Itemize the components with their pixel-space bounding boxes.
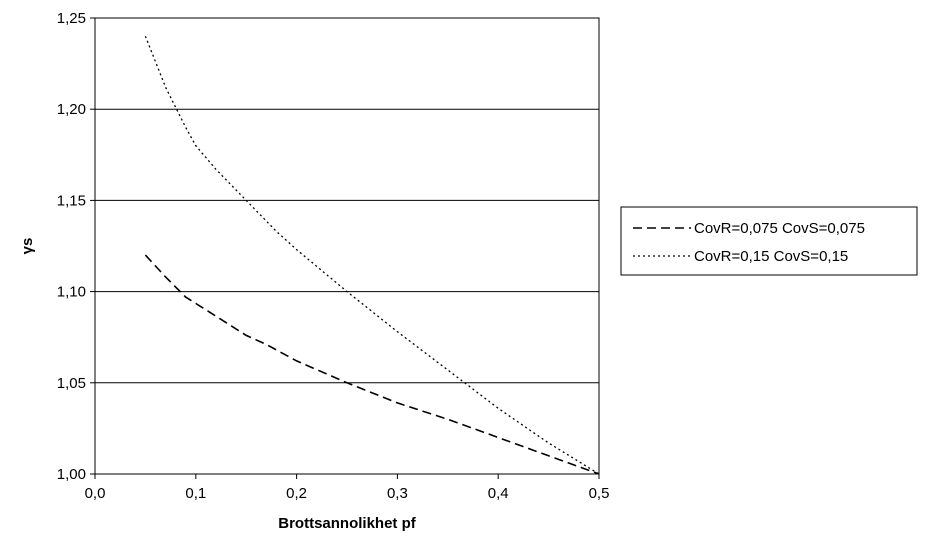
grid-lines [95, 108, 599, 384]
legend: CovR=0,075 CovS=0,075 CovR=0,15 CovS=0,1… [620, 206, 918, 276]
x-tick-label: 0,0 [85, 485, 106, 502]
y-axis-ticks: 1,00 1,05 1,10 1,15 1,20 1,25 [57, 10, 95, 483]
legend-box [620, 206, 918, 276]
y-tick-label: 1,10 [57, 284, 86, 301]
plot-frame [94, 17, 600, 475]
y-tick-label: 1,25 [57, 10, 86, 27]
legend-label-series-1: CovR=0,075 CovS=0,075 [694, 220, 865, 237]
x-tick-label: 0,3 [387, 485, 408, 502]
x-axis-title: Brottsannolikhet pf [278, 515, 417, 532]
x-tick-label: 0,2 [286, 485, 307, 502]
plot-area [94, 17, 600, 475]
y-tick-label: 1,05 [57, 375, 86, 392]
x-tick-label: 0,4 [488, 485, 509, 502]
y-axis-title: γs [19, 238, 36, 255]
series-group [144, 35, 600, 475]
series-line-2 [144, 35, 600, 475]
y-tick-label: 1,00 [57, 466, 86, 483]
legend-label-series-2: CovR=0,15 CovS=0,15 [694, 248, 848, 265]
y-tick-label: 1,20 [57, 101, 86, 118]
x-tick-label: 0,1 [185, 485, 206, 502]
x-axis-ticks: 0,0 0,1 0,2 0,3 0,4 0,5 [85, 474, 610, 502]
x-tick-label: 0,5 [589, 485, 610, 502]
y-tick-label: 1,15 [57, 192, 86, 209]
series-line-1 [144, 254, 600, 475]
